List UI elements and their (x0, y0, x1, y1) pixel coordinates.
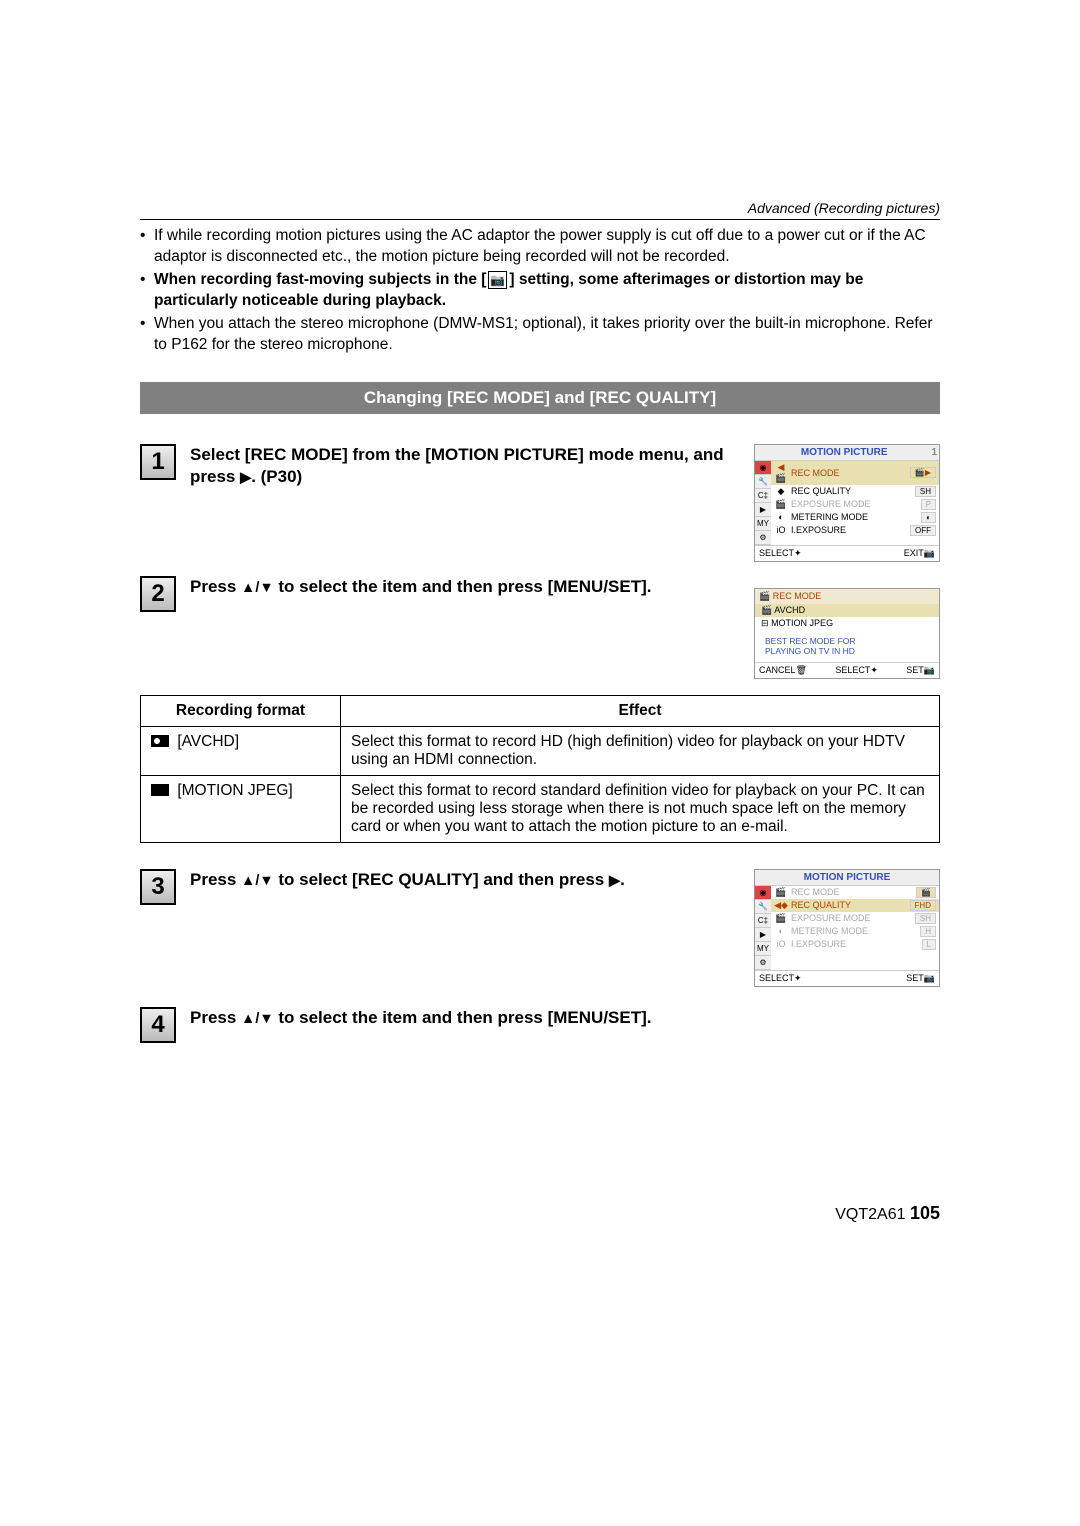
step-3: 3 Press to select [REC QUALITY] and then… (140, 869, 940, 987)
menu3-v3: H (920, 926, 936, 937)
menu3-r2: EXPOSURE MODE (791, 913, 915, 923)
table-r2c2: Select this format to record standard de… (341, 775, 940, 842)
table-h2: Effect (341, 695, 940, 726)
menu2-desc2: PLAYING ON TV IN HD (765, 646, 929, 656)
updown-arrow-icon (241, 577, 274, 596)
step2-a: Press (190, 577, 241, 596)
menu2-fr: SET (906, 665, 924, 675)
step3-c: . (620, 870, 625, 889)
step-4: 4 Press to select the item and then pres… (140, 1007, 940, 1043)
table-r2c1: [MOTION JPEG] (141, 775, 341, 842)
menu3-v1: FHD (910, 900, 936, 911)
table-r1c1: [AVCHD] (141, 726, 341, 775)
menu3-r1: REC QUALITY (791, 900, 910, 910)
menu2-desc1: BEST REC MODE FOR (765, 636, 929, 646)
camera-mode-icon: 📷 (488, 271, 507, 289)
bullet-dot: • (140, 270, 154, 312)
motion-picture-menu-2: MOTION PICTURE ◉🔧C‡▶MY⚙ 🎬REC MODE🎬 ◀◆REC… (754, 869, 940, 987)
step3-b: to select [REC QUALITY] and then press (274, 870, 609, 889)
motion-picture-menu: MOTION PICTURE 1 ◉🔧C‡▶MY⚙ ◀🎬REC MODE🎬▶ ◆… (754, 444, 940, 562)
bullet-text: When you attach the stereo microphone (D… (154, 314, 940, 356)
rec-mode-submenu: 🎬 REC MODE 🎬 AVCHD ⊟ MOTION JPEG BEST RE… (754, 588, 940, 679)
step-1-menu-image: MOTION PICTURE 1 ◉🔧C‡▶MY⚙ ◀🎬REC MODE🎬▶ ◆… (754, 444, 940, 562)
menu1-r3: METERING MODE (791, 512, 921, 522)
menu3-fr: SET (906, 973, 924, 983)
step-number-icon: 1 (140, 444, 176, 480)
step4-b: to select the item and then press [MENU/… (274, 1008, 652, 1027)
recording-format-table: Recording format Effect [AVCHD] Select t… (140, 695, 940, 843)
step2-b: to select the item and then press [MENU/… (274, 577, 652, 596)
mjpeg-icon (151, 784, 169, 796)
step-1: 1 Select [REC MODE] from the [MOTION PIC… (140, 444, 940, 562)
menu3-r4: I.EXPOSURE (791, 939, 922, 949)
menu1-footer-l: SELECT (759, 548, 794, 558)
menu2-fm: SELECT (835, 665, 870, 675)
menu1-r0: REC MODE (791, 468, 910, 478)
bullet-dot: • (140, 226, 154, 268)
bullet-2a: When recording fast-moving subjects in t… (154, 271, 486, 288)
menu1-v4: OFF (910, 525, 936, 536)
bullet-text: If while recording motion pictures using… (154, 226, 940, 268)
menu2-r0: AVCHD (774, 605, 805, 615)
page-number: 105 (910, 1203, 940, 1223)
top-bullets: • If while recording motion pictures usi… (140, 226, 940, 356)
menu2-fl: CANCEL (759, 665, 796, 675)
menu3-v4: L (922, 939, 936, 950)
right-arrow-icon (240, 467, 251, 486)
menu3-v2: SH (915, 913, 936, 924)
menu-sidebar: ◉🔧C‡▶MY⚙ (755, 461, 771, 545)
step-number-icon: 4 (140, 1007, 176, 1043)
step4-a: Press (190, 1008, 241, 1027)
menu2-r1: MOTION JPEG (771, 618, 833, 628)
updown-arrow-icon (241, 1008, 274, 1027)
step1-b: . (P30) (251, 467, 302, 486)
menu1-title: MOTION PICTURE (801, 447, 888, 458)
menu1-r1: REC QUALITY (791, 486, 915, 496)
menu-sidebar: ◉🔧C‡▶MY⚙ (755, 886, 771, 970)
page-footer: VQT2A61 105 (140, 1203, 940, 1224)
table-h1: Recording format (141, 695, 341, 726)
right-arrow-icon (609, 870, 620, 889)
step-2-menu-image: 🎬 REC MODE 🎬 AVCHD ⊟ MOTION JPEG BEST RE… (754, 576, 940, 679)
step-number-icon: 2 (140, 576, 176, 612)
step-text: Select [REC MODE] from the [MOTION PICTU… (190, 444, 744, 562)
menu3-title: MOTION PICTURE (804, 872, 891, 883)
step-text: Press to select [REC QUALITY] and then p… (190, 869, 744, 987)
menu3-fl: SELECT (759, 973, 794, 983)
menu1-v2: P (921, 499, 936, 510)
menu1-footer-r: EXIT (904, 548, 924, 558)
section-header: Advanced (Recording pictures) (140, 200, 940, 220)
menu1-r4: I.EXPOSURE (791, 525, 910, 535)
menu1-v1: SH (915, 486, 936, 497)
avchd-icon (151, 735, 169, 747)
step-number-icon: 3 (140, 869, 176, 905)
step3-a: Press (190, 870, 241, 889)
menu1-page: 1 (931, 447, 937, 458)
step-text: Press to select the item and then press … (190, 576, 744, 679)
bullet-dot: • (140, 314, 154, 356)
bullet-text: When recording fast-moving subjects in t… (154, 270, 940, 312)
table-r1c2: Select this format to record HD (high de… (341, 726, 940, 775)
menu1-r2: EXPOSURE MODE (791, 499, 921, 509)
menu2-head: REC MODE (773, 591, 822, 601)
menu3-r3: METERING MODE (791, 926, 920, 936)
step-text: Press to select the item and then press … (190, 1007, 940, 1043)
menu3-r0: REC MODE (791, 887, 916, 897)
step-2: 2 Press to select the item and then pres… (140, 576, 940, 679)
doc-code: VQT2A61 (835, 1206, 905, 1223)
updown-arrow-icon (241, 870, 274, 889)
step-3-menu-image: MOTION PICTURE ◉🔧C‡▶MY⚙ 🎬REC MODE🎬 ◀◆REC… (754, 869, 940, 987)
section-title-bar: Changing [REC MODE] and [REC QUALITY] (140, 382, 940, 414)
